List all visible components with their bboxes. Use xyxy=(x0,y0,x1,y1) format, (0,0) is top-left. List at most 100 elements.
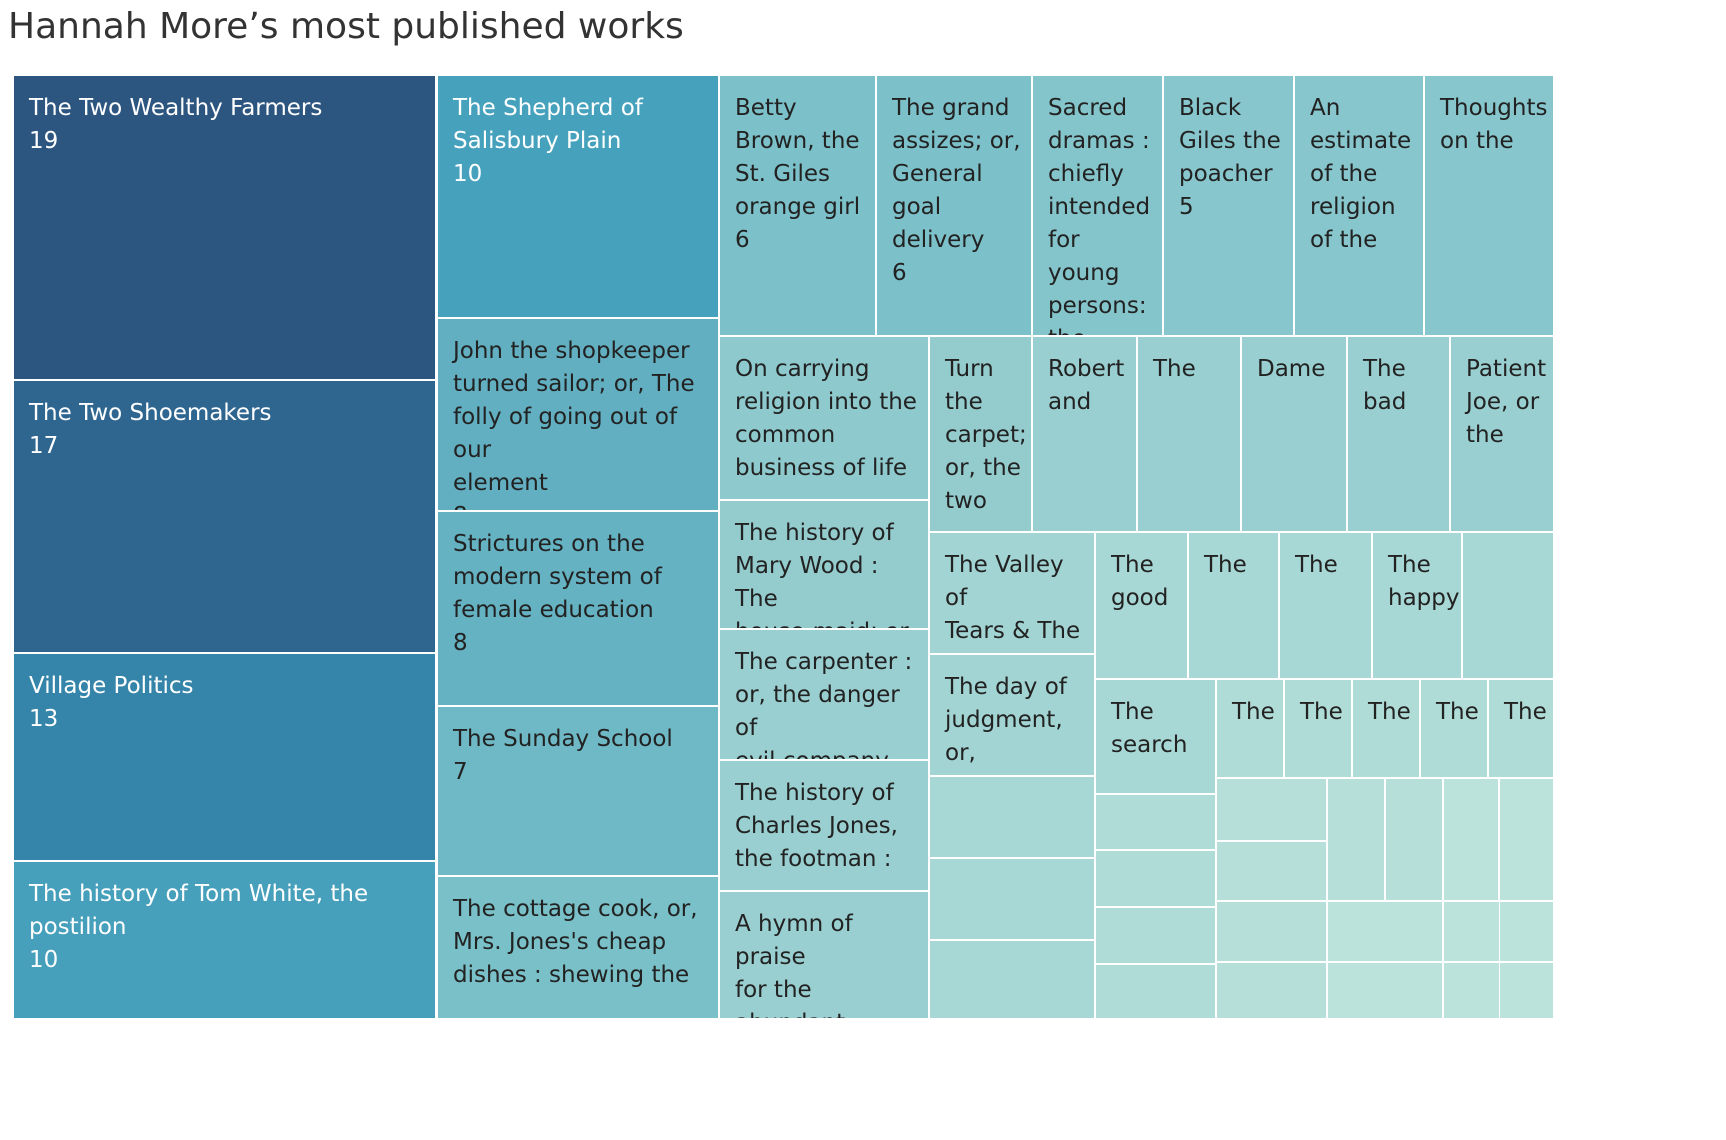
tile-label: John the shopkeeper turned sailor; or, T… xyxy=(453,335,710,500)
tile-label: The xyxy=(1232,696,1275,729)
tile-value: 13 xyxy=(29,703,427,736)
tile-the-history-of-charles-jones-the-footman[interactable]: The history of Charles Jones, the footma… xyxy=(719,760,929,891)
tile-betty-brown-the-st-giles-orange-girl[interactable]: Betty Brown, the St. Giles orange girl 6 xyxy=(719,75,876,336)
tile-value: 8 xyxy=(453,500,710,511)
tile-the-grand-assizes-or-general-goal-delive[interactable]: The grand assizes; or, General goal deli… xyxy=(876,75,1032,336)
tile-value: 5 xyxy=(1179,191,1285,224)
tile-the-two-shoemakers[interactable]: The Two Shoemakers 17 xyxy=(13,380,436,653)
tile-robert-and[interactable]: Robert and xyxy=(1032,336,1137,532)
tile-unlabeled[interactable] xyxy=(929,776,1095,858)
tile-the-cottage-cook-or-mrs-jones-s-cheap-di[interactable]: The cottage cook, or, Mrs. Jones's cheap… xyxy=(437,876,719,1019)
tile-black-giles-the-poacher[interactable]: Black Giles the poacher 5 xyxy=(1163,75,1294,336)
tile-label: The day of judgment, or, The grand xyxy=(945,671,1086,776)
tile-label: The Shepherd of Salisbury Plain xyxy=(453,92,710,158)
tile-label: The bad xyxy=(1363,353,1441,419)
tile-the-sunday-school[interactable]: The Sunday School 7 xyxy=(437,706,719,876)
tile-label: An estimate of the religion of the xyxy=(1310,92,1415,257)
tile-the[interactable]: The xyxy=(1352,679,1420,778)
tile-label: Strictures on the modern system of femal… xyxy=(453,528,710,627)
tile-the[interactable]: The xyxy=(1188,532,1279,679)
tile-label: The xyxy=(1153,353,1232,386)
tile-john-the-shopkeeper-turned-sailor-or-the[interactable]: John the shopkeeper turned sailor; or, T… xyxy=(437,318,719,511)
tile-label: Dame xyxy=(1257,353,1338,386)
tile-label: A hymn of praise for the abundant harves… xyxy=(735,908,920,1019)
tile-label: The xyxy=(1295,549,1363,582)
tile-dame[interactable]: Dame xyxy=(1241,336,1347,532)
tile-sacred-dramas-chiefly-intended-for-young[interactable]: Sacred dramas : chiefly intended for you… xyxy=(1032,75,1163,336)
tile-label: The history of Mary Wood : The house-mai… xyxy=(735,517,920,629)
tile-unlabeled[interactable] xyxy=(1327,778,1385,901)
tile-thoughts-on-the[interactable]: Thoughts on the xyxy=(1424,75,1554,336)
tile-value: 19 xyxy=(29,125,427,158)
tile-label: Betty Brown, the St. Giles orange girl xyxy=(735,92,867,224)
tile-label: The search xyxy=(1111,696,1207,762)
tile-label: Patient Joe, or the xyxy=(1466,353,1545,452)
tile-label: Robert and xyxy=(1048,353,1128,419)
tile-value: 7 xyxy=(453,756,710,789)
tile-value: 10 xyxy=(453,158,710,191)
tile-the[interactable]: The xyxy=(1284,679,1352,778)
tile-label: The history of Tom White, the postilion xyxy=(29,878,427,944)
tile-label: Turn the carpet; or, the two xyxy=(945,353,1023,518)
tile-label: The history of Charles Jones, the footma… xyxy=(735,777,920,876)
tile-label: The grand assizes; or, General goal deli… xyxy=(892,92,1023,257)
tile-the-history-of-mary-wood-the-house-maid-[interactable]: The history of Mary Wood : The house-mai… xyxy=(719,500,929,629)
tile-the-history-of-tom-white-the-postilion[interactable]: The history of Tom White, the postilion 1… xyxy=(13,861,436,1019)
tile-label: The happy xyxy=(1388,549,1453,615)
tile-the[interactable]: The xyxy=(1216,679,1284,778)
tile-label: On carrying religion into the common bus… xyxy=(735,353,920,485)
tile-label: Black Giles the poacher xyxy=(1179,92,1285,191)
tile-label: The good xyxy=(1111,549,1179,615)
tile-the-good[interactable]: The good xyxy=(1095,532,1188,679)
tile-the-day-of-judgment-or-the-grand[interactable]: The day of judgment, or, The grand xyxy=(929,654,1095,776)
tile-unlabeled[interactable] xyxy=(1443,778,1499,901)
tile-strictures-on-the-modern-system-of-femal[interactable]: Strictures on the modern system of femal… xyxy=(437,511,719,706)
tile-value: 10 xyxy=(29,944,427,977)
tile-the[interactable]: The xyxy=(1279,532,1372,679)
tile-label: The xyxy=(1300,696,1343,729)
tile-label: The xyxy=(1368,696,1411,729)
tile-a-hymn-of-praise-for-the-abundant-harves[interactable]: A hymn of praise for the abundant harves… xyxy=(719,891,929,1019)
tile-unlabeled[interactable] xyxy=(1327,962,1443,1019)
tile-patient-joe-or-the[interactable]: Patient Joe, or the xyxy=(1450,336,1554,532)
tile-unlabeled[interactable] xyxy=(1499,962,1554,1019)
tile-unlabeled[interactable] xyxy=(1095,964,1216,1019)
tile-the-carpenter-or-the-danger-of-evil-comp[interactable]: The carpenter : or, the danger of evil c… xyxy=(719,629,929,760)
tile-unlabeled[interactable] xyxy=(1216,841,1327,901)
tile-unlabeled[interactable] xyxy=(1385,778,1443,901)
tile-unlabeled[interactable] xyxy=(1499,778,1554,901)
tile-label: Village Politics xyxy=(29,670,427,703)
tile-the-bad[interactable]: The bad xyxy=(1347,336,1450,532)
tile-value: 17 xyxy=(29,430,427,463)
tile-unlabeled[interactable] xyxy=(1216,962,1327,1019)
tile-label: The Two Shoemakers xyxy=(29,397,427,430)
tile-label: The xyxy=(1204,549,1270,582)
tile-the-valley-of-tears-the-valley-of[interactable]: The Valley of Tears & The valley of xyxy=(929,532,1095,654)
tile-the-search[interactable]: The search xyxy=(1095,679,1216,794)
tile-turn-the-carpet-or-the-two[interactable]: Turn the carpet; or, the two xyxy=(929,336,1032,532)
tile-an-estimate-of-the-religion-of-the[interactable]: An estimate of the religion of the xyxy=(1294,75,1424,336)
tile-the-shepherd-of-salisbury-plain[interactable]: The Shepherd of Salisbury Plain 10 xyxy=(437,75,719,318)
tile-the[interactable]: The xyxy=(1420,679,1488,778)
tile-label: The Two Wealthy Farmers xyxy=(29,92,427,125)
tile-the-two-wealthy-farmers[interactable]: The Two Wealthy Farmers 19 xyxy=(13,75,436,380)
tile-the-happy[interactable]: The happy xyxy=(1372,532,1462,679)
tile-unlabeled[interactable] xyxy=(929,858,1095,940)
tile-label: Thoughts on the xyxy=(1440,92,1545,158)
tile-value: 8 xyxy=(453,627,710,660)
tile-unlabeled[interactable] xyxy=(1095,907,1216,964)
tile-unlabeled[interactable] xyxy=(1327,901,1443,962)
tile-unlabeled[interactable] xyxy=(1462,532,1554,679)
tile-on-carrying-religion-into-the-common-bus[interactable]: On carrying religion into the common bus… xyxy=(719,336,929,500)
tile-unlabeled[interactable] xyxy=(1216,901,1327,962)
tile-the[interactable]: The xyxy=(1137,336,1241,532)
tile-value: 6 xyxy=(892,257,1023,290)
tile-unlabeled[interactable] xyxy=(1095,850,1216,907)
tile-unlabeled[interactable] xyxy=(1095,794,1216,850)
tile-unlabeled[interactable] xyxy=(929,940,1095,1019)
tile-unlabeled[interactable] xyxy=(1216,778,1327,841)
tile-unlabeled[interactable] xyxy=(1499,901,1554,962)
tile-village-politics[interactable]: Village Politics 13 xyxy=(13,653,436,861)
tile-label: The Sunday School xyxy=(453,723,710,756)
tile-the[interactable]: The xyxy=(1488,679,1554,778)
